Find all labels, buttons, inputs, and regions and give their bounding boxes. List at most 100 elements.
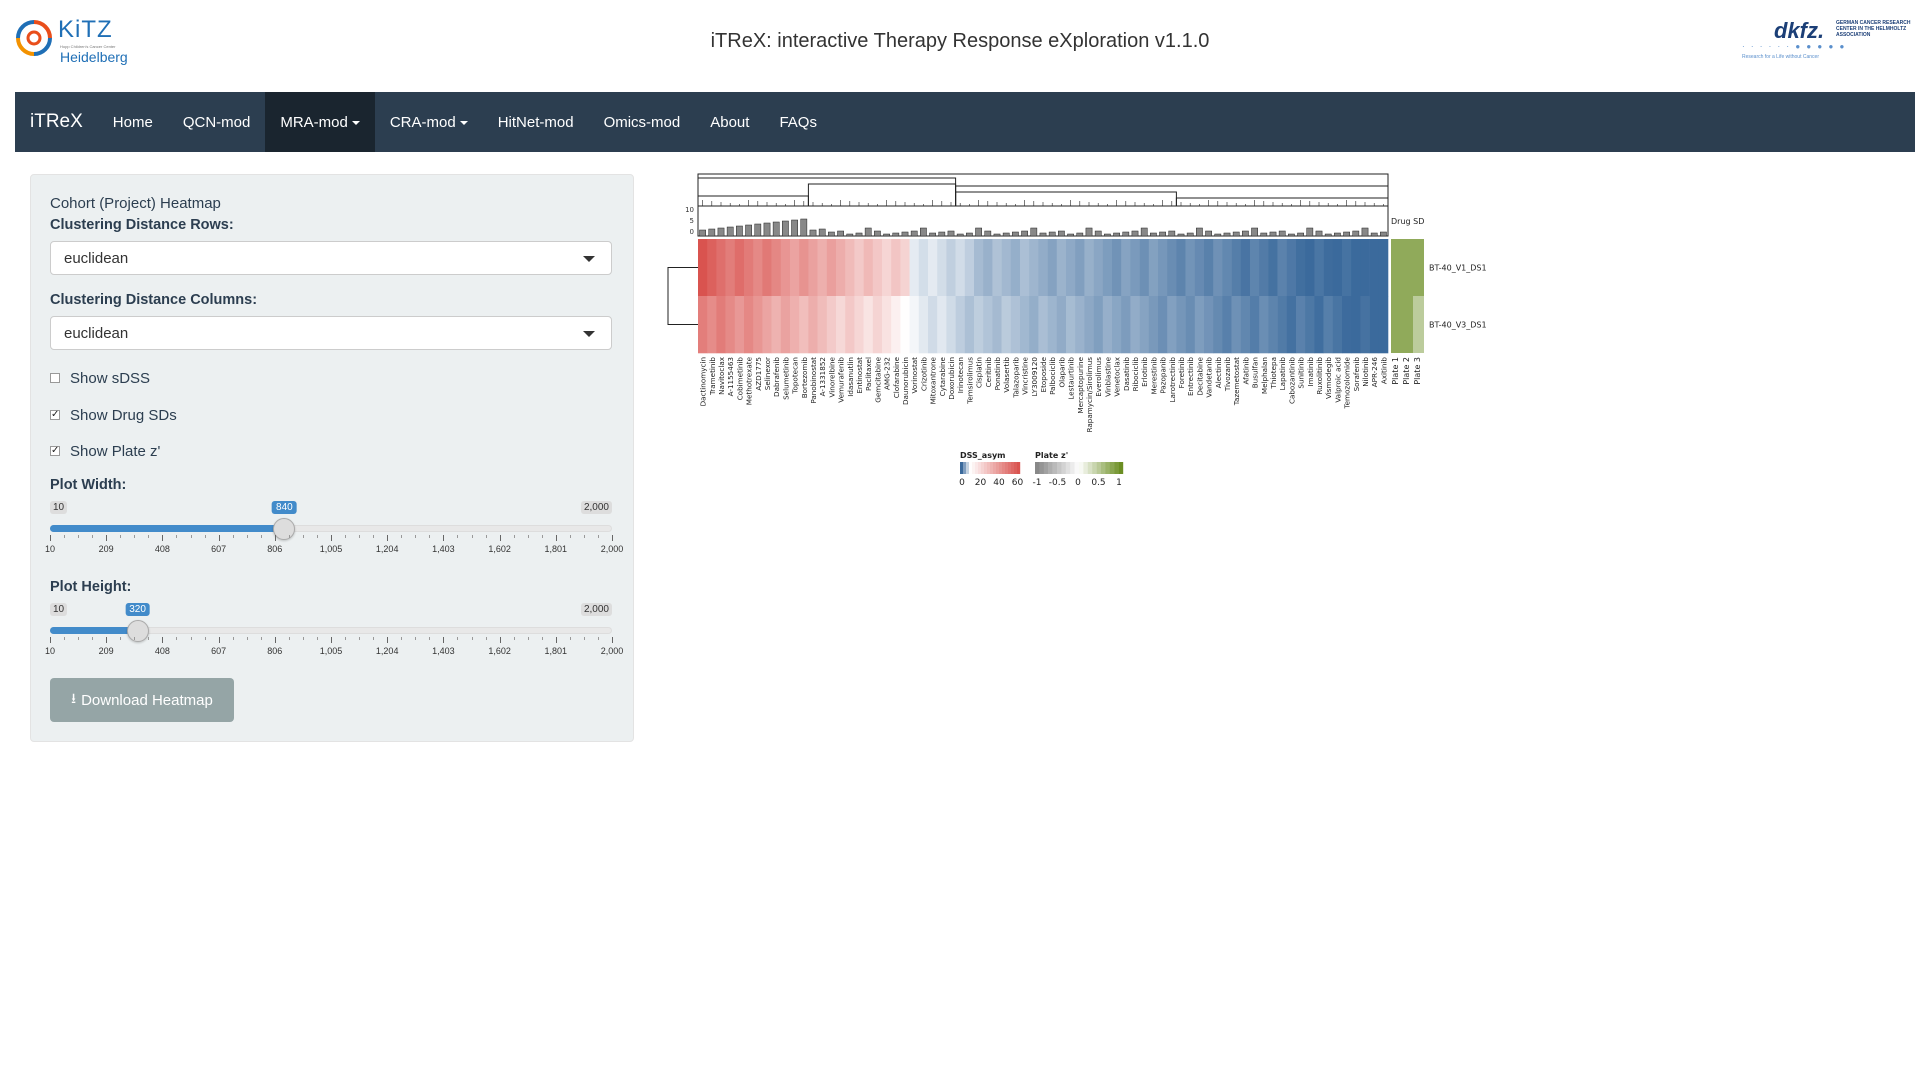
column-label: Imatinib [1306,357,1315,387]
legend-dss-tick: 60 [1012,478,1024,488]
drug-sd-bar [1094,230,1102,237]
show-plate-z-checkbox[interactable]: ✓ [50,445,60,456]
nav-mra-mod[interactable]: MRA-mod [265,92,375,152]
nav-label: HitNet-mod [497,113,574,131]
slider-tick [64,535,66,538]
dendrogram-branch [697,177,957,206]
kitz-logo[interactable]: KiTZ Hopp Children's Cancer Center Heide… [14,14,144,65]
heatmap-cell [1084,296,1094,354]
nav-faqs[interactable]: FAQs [764,92,832,152]
show-drug-sds-checkbox[interactable]: ✓ [50,409,60,420]
show-plate-z-checkbox-row[interactable]: ✓ Show Plate z' [50,441,160,461]
column-label: Ruxolitinib [1315,357,1324,395]
slider-tick [106,535,108,541]
column-label: Sorafenib [1352,357,1361,392]
slider-tick [162,637,164,643]
cols-distance-select[interactable]: euclidean [50,316,612,350]
drug-sd-label: Drug SD [1391,217,1424,226]
drug-sd-bar [800,218,808,237]
slider-tick [527,637,529,640]
show-drug-sds-checkbox-row[interactable]: ✓ Show Drug SDs [50,405,177,425]
heatmap-cell [716,239,726,297]
column-label: APR-246 [1370,357,1379,388]
slider-tick [120,535,122,538]
heatmap-cell [753,239,763,297]
show-sdss-checkbox[interactable] [50,373,60,383]
heatmap-cell [1047,239,1058,297]
slider-tick [190,637,192,640]
drug-sd-bar [1159,231,1166,237]
drug-sd-bar [1039,232,1047,237]
drug-sd-bar [1214,233,1222,237]
nav-qcn-mod[interactable]: QCN-mod [168,92,266,152]
nav-omics-mod[interactable]: Omics-mod [589,92,696,152]
slider-tick [471,637,473,640]
slider-tick [387,637,389,643]
drug-sd-bar [1315,230,1323,237]
column-label: Tazemetostat [1232,357,1241,406]
plot-width-slider[interactable]: 10 2,000 840 10 209 408 607 806 1,005 1,204 1,4… [45,501,623,561]
slider-handle[interactable] [273,518,296,540]
navbar-brand[interactable]: iTReX [30,111,83,132]
heatmap-cell [1029,239,1039,297]
slider-tick-label: 2,000 [600,646,624,656]
plate-z-cell [1413,239,1424,296]
nav-cra-mod[interactable]: CRA-mod [375,92,483,152]
slider-tick [513,637,515,640]
slider-tick [120,637,122,640]
drug-sd-bar [984,230,992,237]
heatmap-cell [1213,239,1223,297]
drug-sd-bar [1030,227,1038,237]
drug-sd-bar [1205,230,1212,237]
heatmap-cell [1369,239,1380,297]
drug-sd-bar [818,228,826,237]
dendrogram-branch [697,195,809,206]
show-sdss-checkbox-row[interactable]: Show sDSS [50,368,150,388]
slider-tick [345,637,347,640]
heatmap-cell [928,296,938,354]
heatmap-cell [1038,296,1048,354]
nav-about[interactable]: About [695,92,764,152]
drug-sd-bar [745,224,752,237]
column-label: Vismodegib [1324,357,1333,399]
slider-fill [50,525,285,532]
heatmap-cell [1286,296,1297,354]
heatmap-cell [1204,239,1214,297]
dkfz-dots-icon: · · · · · · ● ● ● ● ● [1742,42,1847,51]
plate-column-label: Plate 1 [1391,357,1400,385]
column-label: Methotrexate [745,356,754,405]
slider-tick [246,637,248,640]
dkfz-logo[interactable]: dkfz. GERMAN CANCER RESEARCH CENTER IN T… [1740,18,1910,66]
download-heatmap-button[interactable]: ⭳ Download Heatmap [50,678,234,722]
column-label: Entinostat [855,357,864,394]
heatmap-cell [1268,296,1278,354]
heatmap-cell [1314,239,1324,297]
heatmap-cell [845,239,855,297]
heatmap-cell [918,296,929,354]
column-label: Afatinib [1241,357,1250,385]
heatmap-cell [1121,239,1131,297]
slider-tick [415,535,417,538]
rows-distance-select[interactable]: euclidean [50,241,612,275]
heatmap-cell [1112,239,1122,297]
column-label: Melphalan [1260,357,1269,394]
drug-sd-bar [791,219,798,237]
column-label: Vorinostat [910,357,919,394]
kitz-swirl-icon [16,20,52,56]
column-label: Palbociclib [1048,357,1057,395]
legend-plate-tick: -1 [1033,478,1042,488]
nav-hitnet-mod[interactable]: HitNet-mod [483,92,589,152]
slider-tick [302,637,304,640]
heatmap-cell [1075,239,1085,297]
column-label: Daunorubicin [901,357,910,405]
drug-sd-bar [1380,231,1387,237]
column-label: Panobinostat [809,357,818,404]
slider-handle[interactable] [126,620,149,642]
nav-label: FAQs [779,113,817,131]
heatmap-cell [1277,239,1288,297]
heatmap-cell [964,296,975,354]
plot-height-slider[interactable]: 10 2,000 320 10 209 408 607 806 1,005 1,204 1,4… [45,603,623,663]
column-label: Ribociclib [1131,357,1140,392]
nav-home[interactable]: Home [98,92,168,152]
